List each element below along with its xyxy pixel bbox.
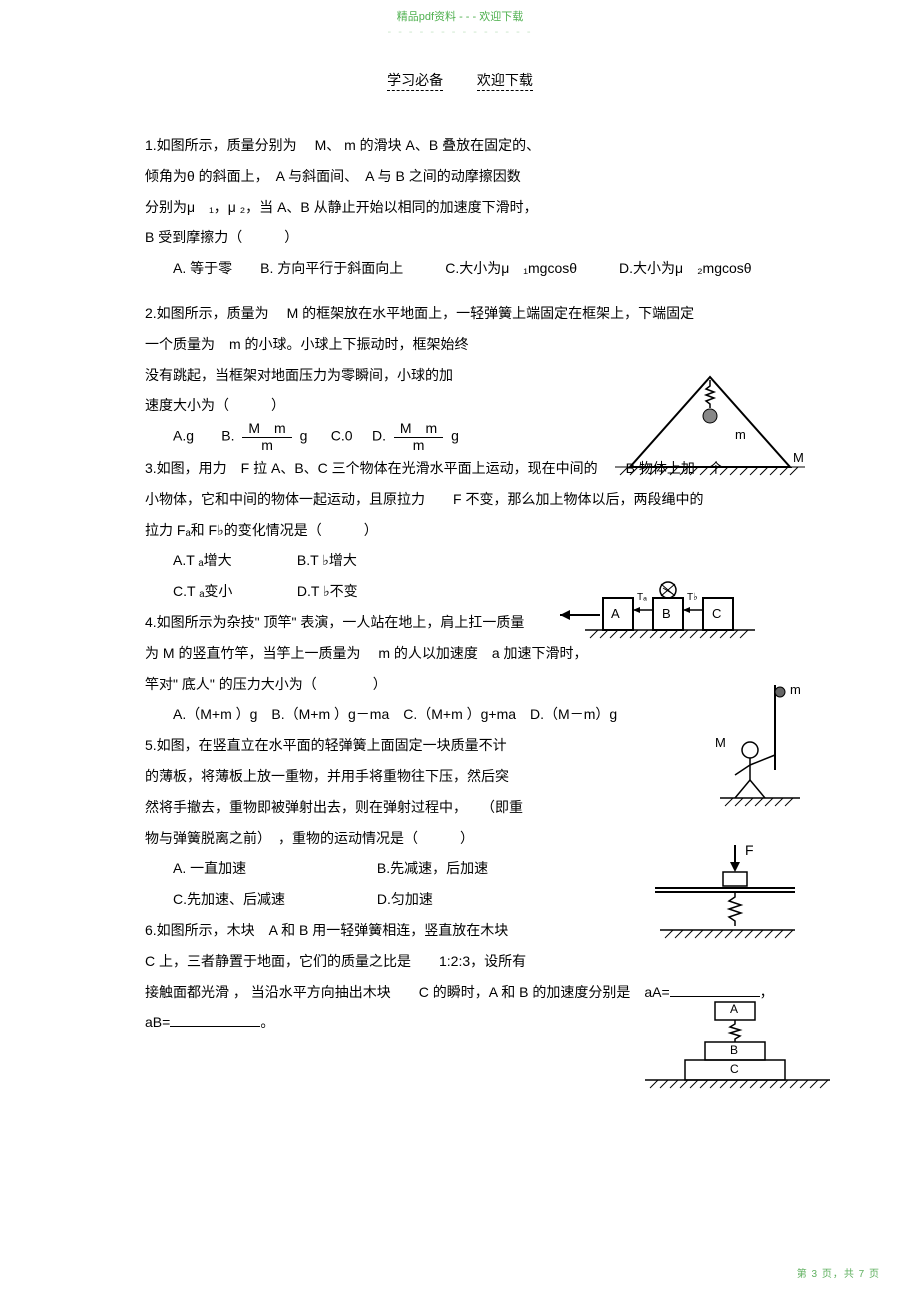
heading-gap: [453, 72, 467, 90]
q2-optB-frac: M m m: [242, 421, 291, 453]
q5-oD: D.匀加速: [377, 891, 433, 907]
q1-options: A. 等于零 B. 方向平行于斜面向上 C.大小为μ ₁mgcosθ D.大小为…: [145, 253, 805, 284]
q6-l3a: 接触面都光滑 ， 当沿水平方向抽出木块 C 的瞬时，A 和 B 的加速度分别是 …: [145, 984, 670, 1000]
q3-oD: D.T ♭不变: [297, 583, 358, 599]
q6-l3b: ，: [760, 984, 774, 1000]
page-footer: 第 3 页，共 7 页: [797, 1265, 880, 1280]
q5-oC: C.先加速、后减速: [173, 884, 373, 915]
spring-board-icon: [635, 840, 805, 950]
q6-l4b: 。: [260, 1014, 274, 1030]
q2-figure: m M: [615, 372, 805, 492]
q6-figure: A B C: [635, 1000, 835, 1100]
q2-optB-suffix: g: [300, 428, 308, 444]
frac-num: M m: [394, 421, 443, 437]
triangle-icon: [615, 372, 805, 492]
q2-optC: C.0: [331, 428, 353, 444]
q1-line: B 受到摩擦力（ ）: [145, 222, 805, 253]
heading-right: 欢迎下载: [477, 72, 533, 91]
heading-left: 学习必备: [387, 72, 443, 91]
q3-oC: C.T ₐ变小: [173, 576, 293, 607]
q3-oA: A.T ₐ增大: [173, 545, 293, 576]
q1-line: 倾角为θ 的斜面上， A 与斜面间、 A 与 B 之间的动摩擦因数: [145, 161, 805, 192]
q5-oB: B.先减速，后加速: [377, 860, 488, 876]
q2-fig-m: m: [735, 427, 746, 442]
q6-line: C 上，三者静置于地面，它们的质量之比是 1:2:3，设所有: [145, 946, 805, 977]
q5-figure: F: [635, 840, 805, 950]
q2-optD-frac: M m m: [394, 421, 443, 453]
blank-fill: [670, 996, 760, 997]
q2-line: 2.如图所示，质量为 M 的框架放在水平地面上，一轻弹簧上端固定在框架上，下端固…: [145, 298, 805, 329]
blank-fill: [170, 1026, 260, 1027]
q4-figure: m M: [700, 680, 810, 810]
q2-optD-prefix: D.: [372, 428, 386, 444]
q5-figF: F: [745, 842, 754, 858]
q3-figTa: Tₐ: [637, 592, 647, 603]
q2-fig-M: M: [793, 450, 804, 465]
q6-l4a: aB=: [145, 1014, 170, 1030]
q4-fig-m: m: [790, 682, 801, 697]
q6-figB: B: [730, 1043, 738, 1057]
q2-optD-suffix: g: [451, 428, 459, 444]
q2-line: 一个质量为 m 的小球。小球上下振动时，框架始终: [145, 329, 805, 360]
q2-optB-prefix: B.: [221, 428, 234, 444]
q2-optA: A.g: [173, 428, 194, 444]
q3-figTb: T♭: [687, 592, 698, 603]
q6-figA: A: [730, 1002, 738, 1016]
q3-figure: A B C Tₐ T♭: [555, 580, 775, 650]
top-banner: 精品pdf资料 - - - 欢迎下载 - - - - - - - - - - -…: [0, 8, 920, 38]
q1-line: 分别为μ ₁，μ ₂，当 A、B 从静止开始以相同的加速度下滑时，: [145, 192, 805, 223]
q3-oB: B.T ♭增大: [297, 552, 357, 568]
page-heading: 学习必备 欢迎下载: [0, 70, 920, 90]
q3-opt-row: A.T ₐ增大 B.T ♭增大: [145, 545, 805, 576]
frac-num: M m: [242, 421, 291, 437]
q1-line: 1.如图所示，质量分别为 M、 m 的滑块 A、B 叠放在固定的、: [145, 130, 805, 161]
q3-line: 拉力 Fₐ和 F♭的变化情况是（ ）: [145, 515, 805, 546]
frac-den: m: [242, 438, 291, 453]
q5-oA: A. 一直加速: [173, 853, 373, 884]
q6-figC: C: [730, 1062, 739, 1076]
frac-den: m: [394, 438, 443, 453]
q3-figA: A: [611, 606, 620, 621]
q3-figB: B: [662, 606, 671, 621]
top-banner-dots: - - - - - - - - - - - - - -: [0, 26, 920, 38]
q3-figC: C: [712, 606, 721, 621]
q4-fig-M: M: [715, 735, 726, 750]
top-banner-text: 精品pdf资料 - - - 欢迎下载: [397, 11, 524, 23]
